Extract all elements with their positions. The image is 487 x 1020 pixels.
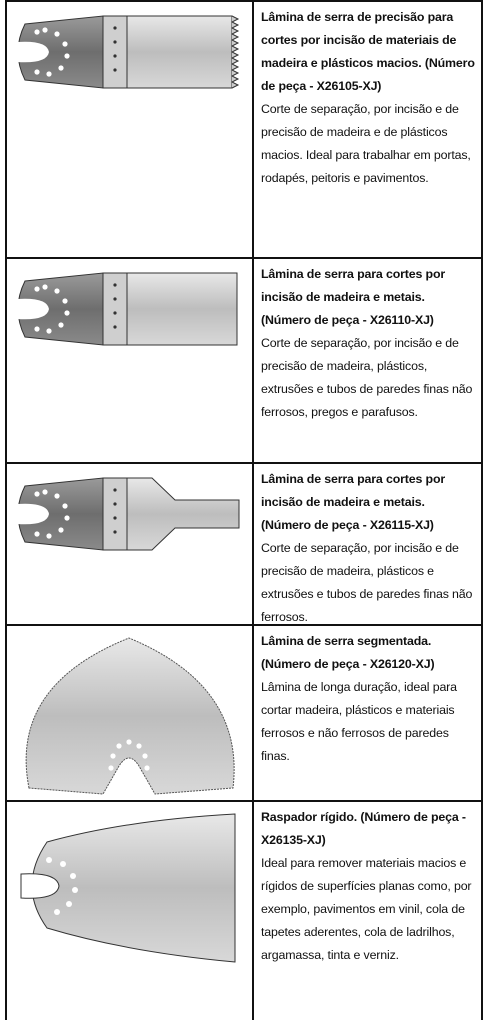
blade-drawing bbox=[16, 272, 238, 346]
blade-title: Lâmina de serra para cortes por incisão … bbox=[261, 472, 446, 532]
blade-text: Lâmina de serra para cortes por incisão … bbox=[254, 259, 481, 462]
blade-description: Corte de separação, por incisão e de pre… bbox=[261, 336, 473, 419]
table-row: Lâmina de serra para cortes por incisão … bbox=[7, 259, 481, 464]
table-row: Raspador rígido. (Número de peça - X2613… bbox=[7, 802, 481, 1020]
blade-text: Raspador rígido. (Número de peça - X2613… bbox=[254, 802, 481, 1020]
blade-description: Ideal para remover materiais macios e rí… bbox=[261, 856, 472, 962]
blade-text: Lâmina de serra de precisão para cortes … bbox=[254, 2, 481, 257]
blade-title: Lâmina de serra segmentada. (Número de p… bbox=[261, 634, 435, 671]
blade-description: Corte de separação, por incisão e de pre… bbox=[261, 102, 471, 185]
blade-title: Lâmina de serra de precisão para cortes … bbox=[261, 10, 475, 93]
blade-image bbox=[7, 464, 254, 624]
blade-text: Lâmina de serra segmentada. (Número de p… bbox=[254, 626, 481, 800]
blade-image bbox=[7, 626, 254, 800]
blade-title: Lâmina de serra para cortes por incisão … bbox=[261, 267, 446, 327]
blade-image bbox=[7, 2, 254, 257]
table-row: Lâmina de serra de precisão para cortes … bbox=[7, 2, 481, 259]
blade-description: Corte de separação, por incisão e de pre… bbox=[261, 541, 473, 624]
blade-image bbox=[7, 259, 254, 462]
blade-image bbox=[7, 802, 254, 1020]
parts-table: Lâmina de serra de precisão para cortes … bbox=[5, 0, 483, 1020]
blade-drawing bbox=[25, 637, 235, 795]
table-row: Lâmina de serra segmentada. (Número de p… bbox=[7, 626, 481, 802]
blade-text: Lâmina de serra para cortes por incisão … bbox=[254, 464, 481, 624]
blade-drawing bbox=[20, 813, 236, 963]
blade-drawing bbox=[16, 477, 240, 551]
blade-drawing bbox=[16, 15, 240, 89]
blade-title: Raspador rígido. (Número de peça - X2613… bbox=[261, 810, 466, 847]
table-row: Lâmina de serra para cortes por incisão … bbox=[7, 464, 481, 626]
blade-description: Lâmina de longa duração, ideal para cort… bbox=[261, 680, 457, 763]
